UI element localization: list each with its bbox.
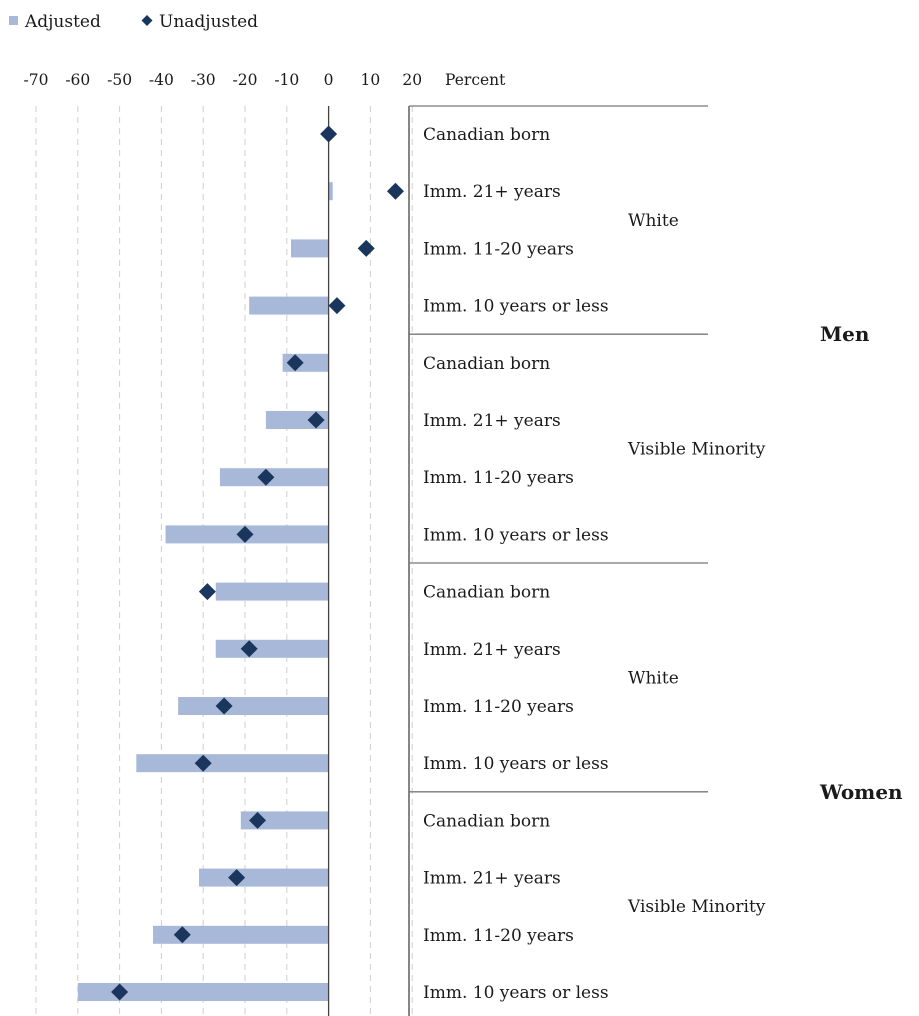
- sex-label: Women: [819, 780, 903, 804]
- category-label: Imm. 10 years or less: [423, 754, 609, 774]
- adjusted-bar: [215, 639, 329, 658]
- x-axis-ticks: -70 -60 -50 -40 -30 -20 -10 0 10 20 Percent: [24, 71, 507, 89]
- group-label: White: [628, 668, 679, 688]
- category-label: Imm. 11-20 years: [423, 468, 574, 488]
- adjusted-bar: [199, 868, 329, 887]
- unadjusted-points: [111, 125, 404, 1001]
- gridlines: [35, 106, 413, 1016]
- x-tick-label: -20: [233, 71, 258, 89]
- category-label: Imm. 10 years or less: [423, 525, 609, 545]
- legend-adjusted-swatch: [9, 16, 18, 25]
- x-tick-label: 10: [361, 71, 381, 89]
- adjusted-bar: [328, 182, 333, 201]
- x-tick-label: -50: [107, 71, 132, 89]
- adjusted-bar: [215, 582, 329, 601]
- category-label: Canadian born: [423, 354, 550, 374]
- unadjusted-point: [357, 239, 375, 257]
- category-label: Imm. 11-20 years: [423, 697, 574, 717]
- unadjusted-point: [257, 468, 275, 486]
- x-tick-label: 20: [402, 71, 422, 89]
- group-label: Visible Minority: [627, 440, 766, 460]
- adjusted-bar: [290, 239, 329, 258]
- x-tick-label: -40: [149, 71, 174, 89]
- unadjusted-point: [240, 640, 258, 658]
- adjusted-bar: [153, 925, 329, 944]
- adjusted-bar: [249, 296, 329, 315]
- x-axis-title: Percent: [445, 71, 506, 89]
- unadjusted-point: [198, 583, 216, 601]
- x-tick-label: -60: [65, 71, 90, 89]
- unadjusted-point: [215, 697, 233, 715]
- sex-label: Men: [820, 322, 870, 346]
- category-label: Imm. 10 years or less: [423, 983, 609, 1003]
- x-tick-label: 0: [324, 71, 334, 89]
- adjusted-bar: [136, 754, 329, 773]
- unadjusted-point: [320, 125, 338, 143]
- x-tick-label: -70: [24, 71, 49, 89]
- unadjusted-point: [286, 354, 304, 372]
- adjusted-bar: [178, 697, 329, 715]
- unadjusted-point: [236, 525, 254, 543]
- legend-unadjusted-label: Unadjusted: [159, 12, 258, 32]
- legend-unadjusted-marker: [141, 15, 153, 26]
- category-label: Canadian born: [423, 583, 550, 603]
- x-tick-label: -30: [191, 71, 216, 89]
- unadjusted-point: [194, 754, 212, 772]
- unadjusted-point: [228, 869, 246, 887]
- category-label: Imm. 10 years or less: [423, 297, 609, 317]
- unadjusted-point: [328, 297, 346, 315]
- category-label: Canadian born: [423, 811, 550, 831]
- category-label: Imm. 21+ years: [423, 411, 561, 431]
- adjusted-bars: [77, 182, 333, 1001]
- unadjusted-point: [173, 926, 191, 944]
- adjusted-bar: [240, 811, 329, 830]
- category-label: Imm. 11-20 years: [423, 239, 574, 259]
- category-label: Imm. 21+ years: [423, 869, 561, 889]
- legend-adjusted-label: Adjusted: [24, 12, 101, 32]
- x-tick-label: -10: [274, 71, 299, 89]
- legend: Adjusted Unadjusted: [9, 12, 258, 32]
- unadjusted-point: [307, 411, 325, 429]
- unadjusted-point: [386, 182, 404, 200]
- unadjusted-point: [111, 983, 129, 1001]
- adjusted-bar: [77, 983, 329, 1001]
- category-panel: Canadian born Imm. 21+ years Imm. 11-20 ye…: [408, 105, 903, 1016]
- category-label: Canadian born: [423, 125, 550, 145]
- group-label: White: [628, 211, 679, 231]
- group-label: Visible Minority: [627, 897, 766, 917]
- category-label: Imm. 21+ years: [423, 182, 561, 202]
- unadjusted-point: [249, 811, 267, 829]
- category-label: Imm. 11-20 years: [423, 926, 574, 946]
- category-label: Imm. 21+ years: [423, 640, 561, 660]
